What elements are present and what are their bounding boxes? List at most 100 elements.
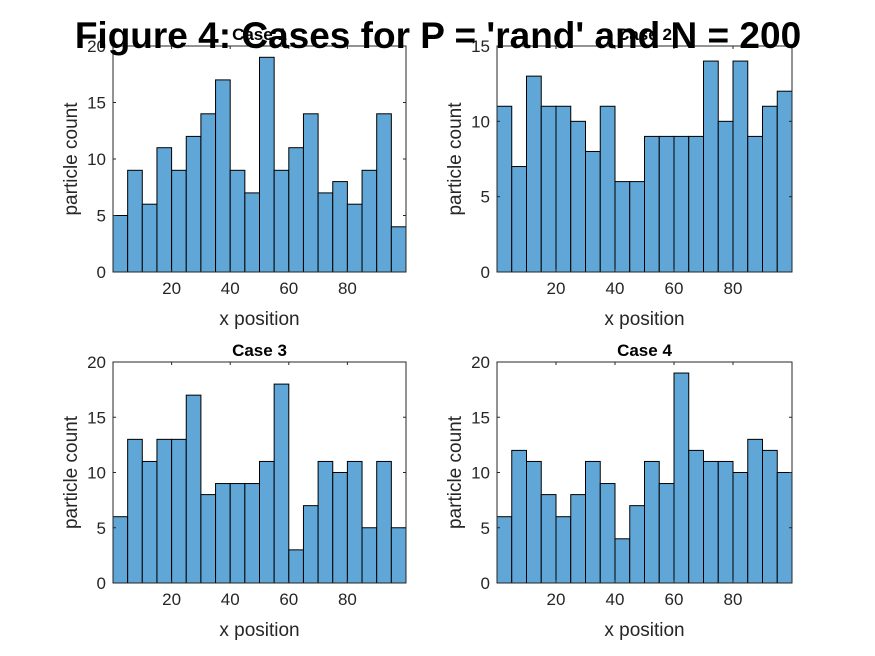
histogram-panel-4: 20 40 60 80 0 5 10 15 20 x position particle count… [445,341,793,641]
histogram-bar [496,105,513,273]
histogram-bar [762,449,778,584]
histogram-bar [317,460,334,584]
y-axis-label: particle count [61,415,82,529]
figure-title: Figure 4: Cases for P = 'rand' and N = 2… [75,15,801,56]
histogram-bar [599,483,616,584]
x-tick-label: 20 [162,279,181,298]
histogram-bar [200,113,217,273]
x-tick-label: 40 [221,279,240,298]
histogram-bar [585,150,601,273]
histogram-bar [112,215,129,273]
histogram-bar [390,226,407,273]
histogram-bar [540,494,557,584]
y-tick-label: 0 [97,263,106,282]
histogram-bar [215,79,231,273]
x-tick-label: 20 [547,279,566,298]
x-axis-label: x position [604,620,684,641]
y-tick-label: 20 [87,37,106,56]
x-tick-label: 60 [279,279,298,298]
histogram-bar [585,460,601,584]
x-tick-label: 60 [665,279,684,298]
y-axis-label: particle count [445,415,466,529]
histogram-bar [511,166,527,273]
histogram-bar [185,135,202,273]
histogram-bar [346,460,363,584]
histogram-bar [390,527,407,584]
x-axis-label: x position [604,309,684,330]
histogram-bar [229,169,246,273]
x-tick-label: 60 [279,590,298,609]
histogram-bar [762,105,778,273]
histogram-bar [141,460,158,584]
x-tick-label: 40 [606,590,625,609]
panel-title: Case 2 [617,25,672,44]
panel-title: Case 4 [617,341,672,360]
x-tick-label: 20 [547,590,566,609]
x-axis-label: x position [219,620,299,641]
histogram-bar [540,105,557,273]
histogram-bar [361,527,378,584]
y-tick-label: 0 [481,574,490,593]
y-tick-label: 15 [87,408,106,427]
y-axis-label: particle count [445,102,466,216]
x-tick-label: 80 [338,590,357,609]
y-tick-label: 0 [97,574,106,593]
histogram-bar [570,120,586,273]
x-tick-label: 40 [606,279,625,298]
histogram-bar [526,460,542,584]
y-axis-label: particle count [61,102,82,216]
x-tick-label: 40 [221,590,240,609]
histogram-bar [302,113,319,273]
y-tick-label: 20 [471,353,490,372]
histogram-bar [244,192,261,273]
histogram-bar [629,505,645,584]
y-tick-label: 5 [481,519,490,538]
histogram-bar [200,494,217,584]
histogram-bar [215,483,231,584]
histogram-bar [141,203,158,273]
histogram-bar [376,460,392,584]
histogram-bar [688,135,704,273]
histogram-bar [376,113,392,273]
x-tick-label: 20 [162,590,181,609]
x-tick-label: 80 [724,279,743,298]
y-tick-label: 10 [471,464,490,483]
histogram-bar [171,169,187,273]
histogram-bar [361,169,378,273]
x-axis-label: x position [219,309,299,330]
histogram-bar [229,483,246,584]
histogram-bar [673,372,690,584]
x-tick-label: 80 [724,590,743,609]
y-tick-label: 15 [87,94,106,113]
histogram-bar [644,460,660,584]
histogram-bar [171,438,187,584]
histogram-bar [346,203,363,273]
histogram-bar [273,169,290,273]
y-tick-label: 5 [481,188,490,207]
histogram-bar [717,120,734,273]
histogram-bar [555,516,572,584]
histogram-bar [156,438,173,584]
histogram-bar [658,135,675,273]
y-tick-label: 15 [471,408,490,427]
x-tick-label: 60 [665,590,684,609]
histogram-bar [703,60,719,273]
histogram-bar [511,449,527,584]
histogram-bar [112,516,129,584]
histogram-bar [259,460,275,584]
y-tick-label: 0 [481,263,490,282]
histogram-bar [185,394,202,584]
y-tick-label: 10 [87,464,106,483]
histogram-bar [776,90,793,273]
histogram-bar [614,538,631,584]
histogram-bar [688,449,704,584]
histogram-bar [717,460,734,584]
histogram-bar [747,135,763,273]
y-tick-label: 10 [87,150,106,169]
histogram-bar [673,135,690,273]
histogram-panel-1: 20 40 60 80 0 5 10 15 20 x position particle count… [61,25,407,330]
histogram-bar [570,494,586,584]
y-tick-label: 20 [87,353,106,372]
panel-title: Case 1 [232,25,287,44]
